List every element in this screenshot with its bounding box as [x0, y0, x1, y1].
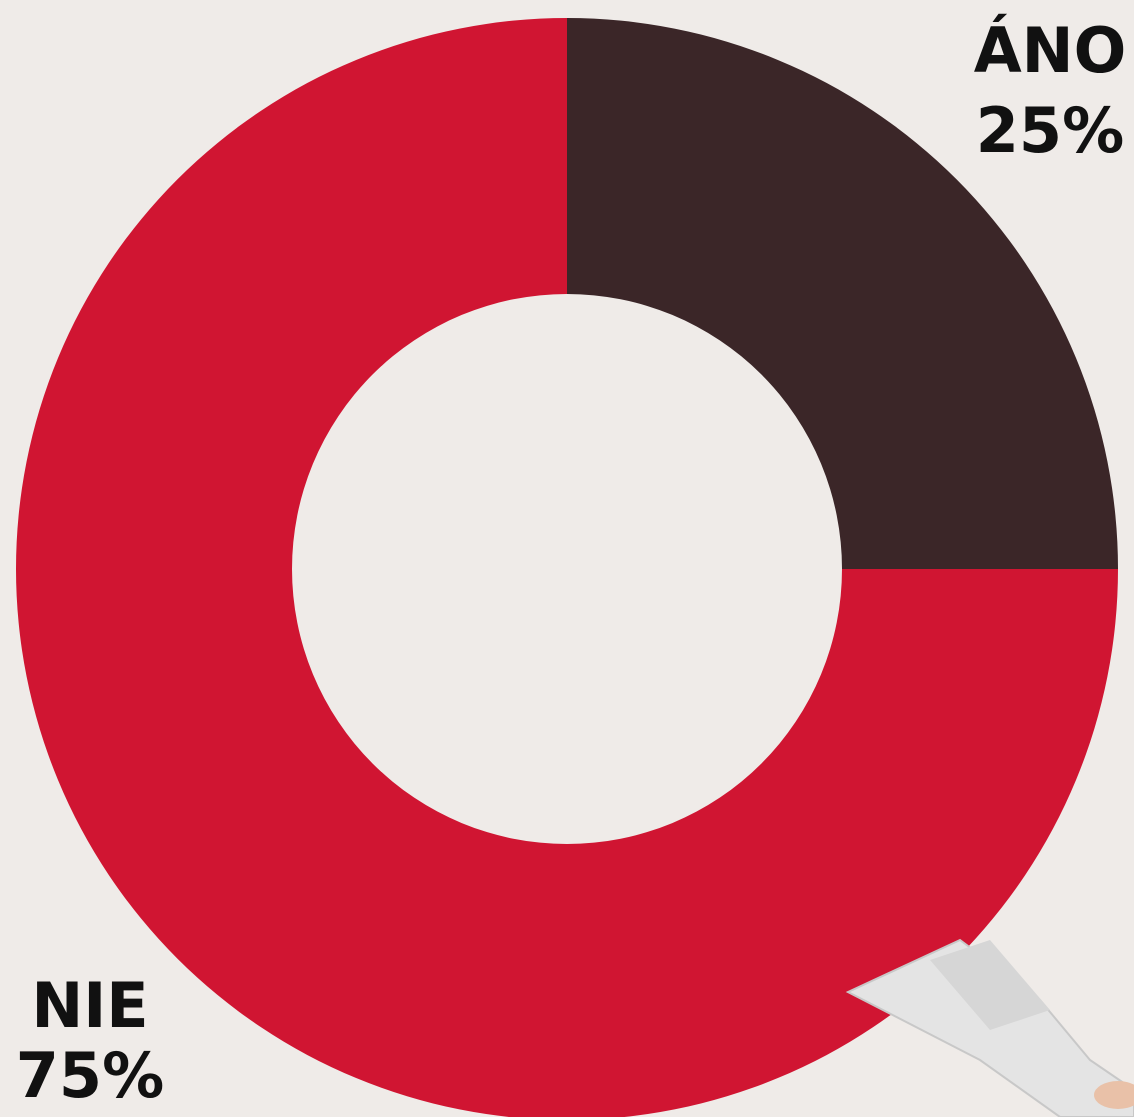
value-label: 25% [976, 94, 1124, 167]
category-label: ÁNO [974, 14, 1127, 87]
donut-slice [16, 18, 1118, 1117]
category-label: NIE [31, 969, 148, 1042]
donut [16, 18, 1118, 1117]
value-label: 75% [16, 1039, 164, 1112]
paper-decoration [845, 938, 1134, 1117]
donut-slice [567, 18, 1118, 569]
